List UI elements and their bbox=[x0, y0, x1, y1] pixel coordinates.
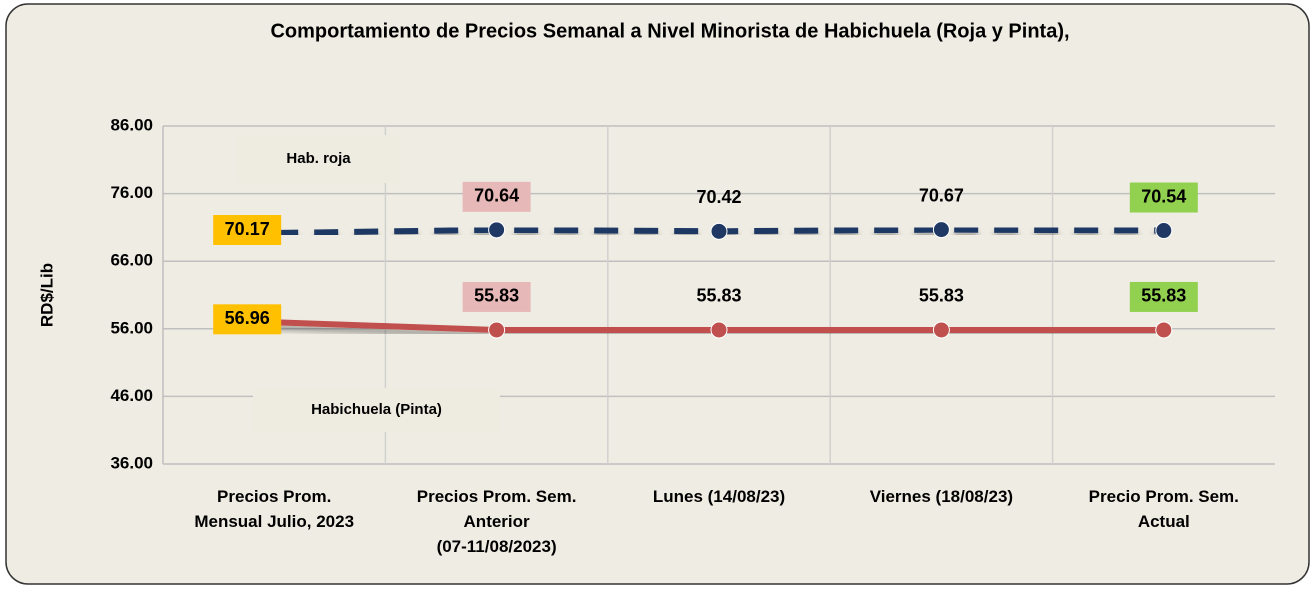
series-name-box bbox=[253, 388, 500, 432]
value-label-box bbox=[462, 181, 531, 212]
x-tick-label: Lunes (14/08/23) bbox=[653, 487, 785, 506]
value-label-box bbox=[462, 281, 531, 312]
x-tick-label: Viernes (18/08/23) bbox=[870, 487, 1013, 506]
value-label-box bbox=[213, 304, 282, 335]
legend-label: Hab. roja bbox=[286, 150, 351, 167]
value-label: 70.64 bbox=[474, 186, 519, 206]
value-label-box bbox=[213, 215, 282, 246]
y-tick-label: 56.00 bbox=[110, 318, 153, 337]
value-label: 56.96 bbox=[225, 308, 270, 328]
y-tick-label: 86.00 bbox=[110, 115, 153, 134]
y-tick-label: 36.00 bbox=[110, 453, 153, 472]
value-label-box bbox=[1129, 281, 1198, 312]
x-tick-label: Precio Prom. Sem. Actual bbox=[1089, 487, 1239, 531]
y-tick-label: 66.00 bbox=[110, 251, 153, 270]
point-marker bbox=[488, 321, 506, 339]
y-tick-label: 76.00 bbox=[110, 183, 153, 202]
x-tick-label: Precios Prom. Mensual Julio, 2023 bbox=[194, 487, 354, 531]
point-marker bbox=[710, 222, 728, 240]
x-tick-label: Precios Prom. Sem. Anterior (07-11/08/2023… bbox=[417, 487, 577, 556]
value-label: 55.83 bbox=[1141, 286, 1186, 306]
legend-label: Habichuela (Pinta) bbox=[311, 401, 442, 418]
point-marker bbox=[1155, 222, 1173, 240]
value-label: 70.54 bbox=[1141, 186, 1186, 206]
point-marker bbox=[932, 221, 950, 239]
value-label-box bbox=[1129, 182, 1198, 213]
value-label: 55.83 bbox=[474, 286, 519, 306]
series-name-box bbox=[237, 135, 400, 183]
y-axis-label: RD$/Lib bbox=[37, 263, 56, 327]
point-marker bbox=[932, 321, 950, 339]
point-marker bbox=[1155, 321, 1173, 339]
y-tick-label: 46.00 bbox=[110, 386, 153, 405]
value-label: 55.83 bbox=[696, 286, 741, 306]
chart-title: Comportamiento de Precios Semanal a Nive… bbox=[270, 20, 1069, 42]
value-label: 55.83 bbox=[919, 286, 964, 306]
value-label: 70.17 bbox=[225, 219, 270, 239]
point-marker bbox=[710, 321, 728, 339]
point-marker bbox=[488, 221, 506, 239]
value-label: 70.42 bbox=[696, 187, 741, 207]
value-label: 70.67 bbox=[919, 185, 964, 205]
